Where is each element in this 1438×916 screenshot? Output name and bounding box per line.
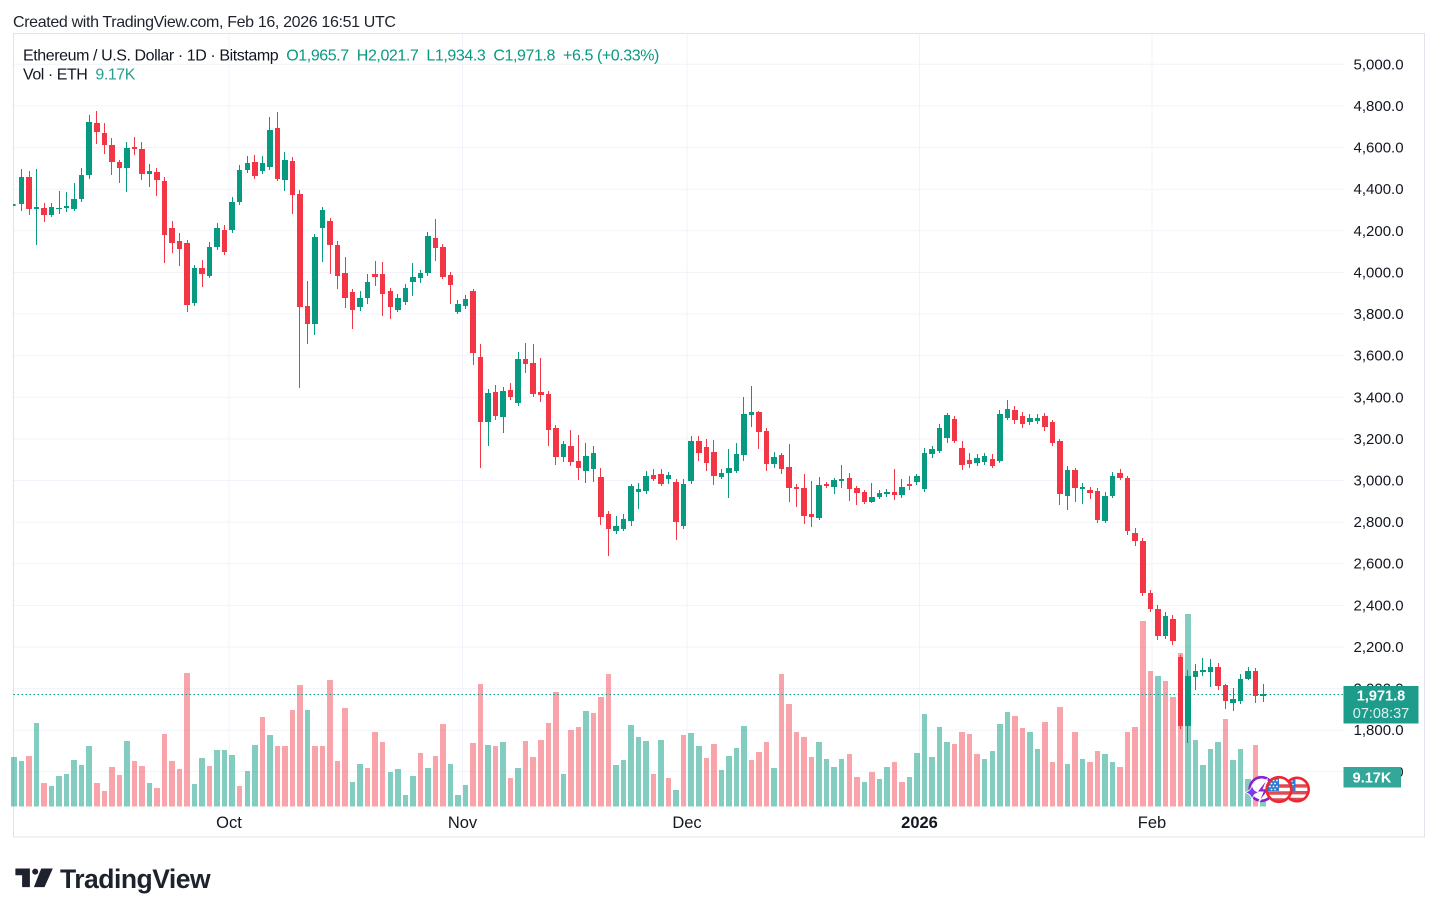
svg-text:3,000.0: 3,000.0: [1354, 473, 1404, 490]
svg-text:2,400.0: 2,400.0: [1354, 597, 1404, 614]
svg-text:1,971.8: 1,971.8: [1357, 689, 1405, 705]
svg-text:3,600.0: 3,600.0: [1354, 348, 1404, 365]
svg-text:07:08:37: 07:08:37: [1353, 706, 1409, 722]
svg-text:3,800.0: 3,800.0: [1354, 306, 1404, 323]
svg-text:2,600.0: 2,600.0: [1354, 556, 1404, 573]
svg-text:Vol · ETH 9.17K: Vol · ETH 9.17K: [23, 67, 136, 84]
svg-text:4,800.0: 4,800.0: [1354, 98, 1404, 115]
svg-text:TradingView: TradingView: [60, 864, 211, 894]
svg-text:4,400.0: 4,400.0: [1354, 181, 1404, 198]
svg-text:2,800.0: 2,800.0: [1354, 514, 1404, 531]
svg-text:5,000.0: 5,000.0: [1354, 56, 1404, 73]
svg-text:Ethereum / U.S. Dollar · 1D ·: Ethereum / U.S. Dollar · 1D · Bitstamp O…: [23, 48, 659, 65]
svg-text:Feb: Feb: [1138, 814, 1166, 832]
svg-text:1,800.0: 1,800.0: [1354, 722, 1404, 739]
svg-text:3,400.0: 3,400.0: [1354, 389, 1404, 406]
svg-text:Dec: Dec: [672, 814, 701, 832]
svg-text:Oct: Oct: [216, 814, 242, 832]
svg-text:4,000.0: 4,000.0: [1354, 264, 1404, 281]
svg-text:Created with TradingView.com,: Created with TradingView.com, Feb 16, 20…: [13, 14, 396, 31]
svg-text:2,200.0: 2,200.0: [1354, 639, 1404, 656]
svg-text:4,600.0: 4,600.0: [1354, 140, 1404, 157]
svg-text:9.17K: 9.17K: [1353, 771, 1392, 787]
svg-text:3,200.0: 3,200.0: [1354, 431, 1404, 448]
svg-text:Nov: Nov: [448, 814, 478, 832]
svg-text:4,200.0: 4,200.0: [1354, 223, 1404, 240]
svg-text:2026: 2026: [901, 814, 938, 832]
